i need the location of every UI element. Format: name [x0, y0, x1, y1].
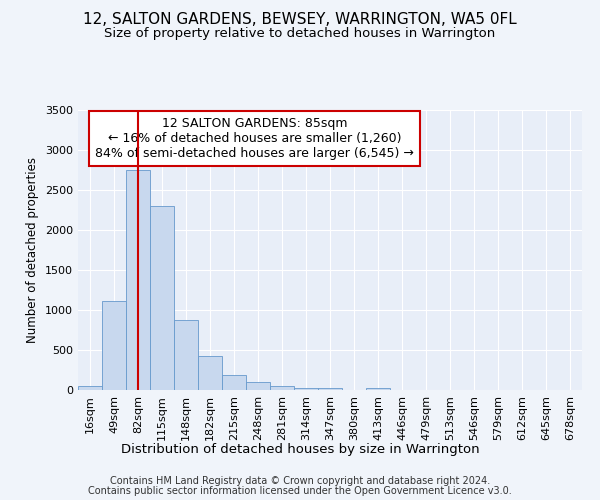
Bar: [198, 356, 222, 390]
Bar: [270, 386, 294, 390]
Text: Distribution of detached houses by size in Warrington: Distribution of detached houses by size …: [121, 442, 479, 456]
Text: Contains HM Land Registry data © Crown copyright and database right 2024.: Contains HM Land Registry data © Crown c…: [110, 476, 490, 486]
Text: 12, SALTON GARDENS, BEWSEY, WARRINGTON, WA5 0FL: 12, SALTON GARDENS, BEWSEY, WARRINGTON, …: [83, 12, 517, 28]
Bar: [246, 382, 270, 390]
Bar: [150, 206, 174, 390]
Y-axis label: Number of detached properties: Number of detached properties: [26, 157, 40, 343]
Bar: [294, 388, 318, 390]
Bar: [174, 320, 198, 390]
Bar: [222, 375, 246, 390]
Bar: [318, 388, 342, 390]
Text: 12 SALTON GARDENS: 85sqm
← 16% of detached houses are smaller (1,260)
84% of sem: 12 SALTON GARDENS: 85sqm ← 16% of detach…: [95, 117, 414, 160]
Text: Contains public sector information licensed under the Open Government Licence v3: Contains public sector information licen…: [88, 486, 512, 496]
Bar: [102, 301, 126, 390]
Bar: [126, 170, 150, 390]
Text: Size of property relative to detached houses in Warrington: Size of property relative to detached ho…: [104, 28, 496, 40]
Bar: [366, 388, 390, 390]
Bar: [78, 386, 102, 390]
